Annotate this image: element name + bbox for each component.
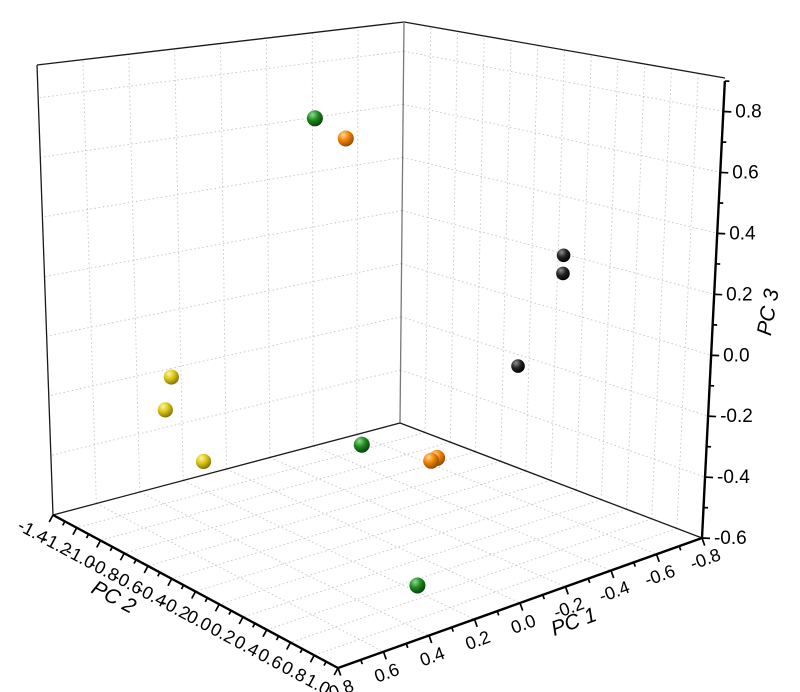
data-point-green xyxy=(306,110,323,127)
data-point-yellow xyxy=(195,453,212,470)
series-green xyxy=(306,110,426,594)
series-orange xyxy=(337,130,446,469)
series-black xyxy=(511,248,571,373)
data-points xyxy=(157,110,571,594)
data-point-green xyxy=(353,436,370,453)
data-point-yellow xyxy=(157,402,173,418)
grid-lines xyxy=(38,26,724,656)
pc3-tick-label: 0.8 xyxy=(735,102,761,123)
series-yellow xyxy=(157,369,212,470)
data-point-orange xyxy=(423,452,440,469)
pc3-tick-label: 0.0 xyxy=(723,345,749,366)
pc3-tick-label: 0.4 xyxy=(729,223,756,244)
pc3-tick-label: 0.2 xyxy=(726,284,752,305)
data-point-green xyxy=(409,577,426,594)
pc3-tick-label: 0.6 xyxy=(732,163,758,184)
pc3-tick-label: -0.6 xyxy=(714,528,747,549)
pc3-tick-label: -0.4 xyxy=(717,467,750,488)
data-point-black xyxy=(556,266,570,281)
data-point-yellow xyxy=(163,369,179,385)
pc3-tick-label: -0.2 xyxy=(720,406,753,427)
box-frame xyxy=(36,21,726,539)
data-point-black xyxy=(556,248,571,263)
data-point-black xyxy=(511,359,525,373)
data-point-orange xyxy=(337,130,354,147)
